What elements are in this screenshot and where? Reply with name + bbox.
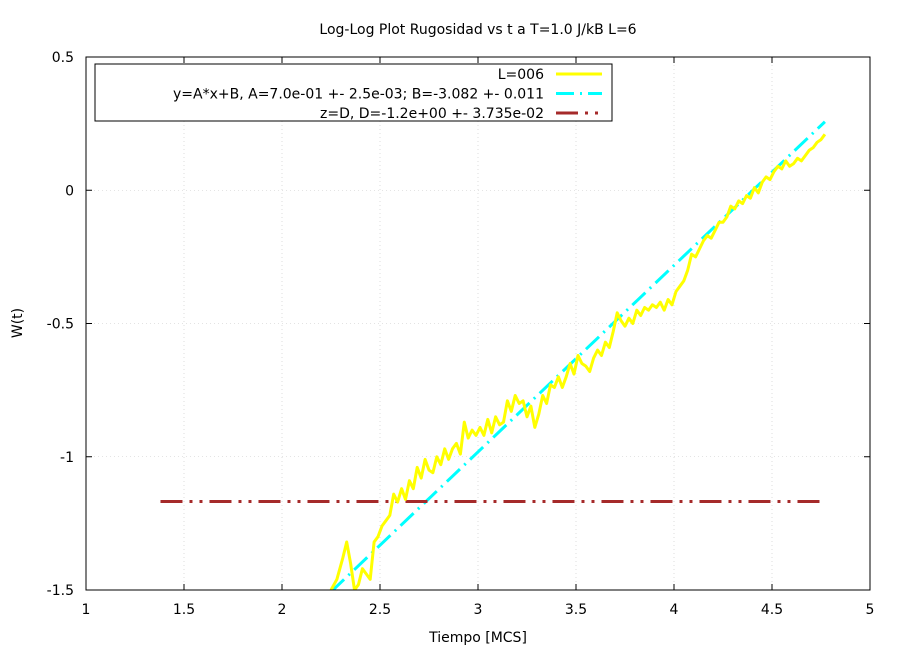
x-tick-label: 3.5	[565, 602, 587, 618]
legend-label: L=006	[498, 67, 544, 83]
ticks	[85, 56, 871, 591]
series-data-line	[329, 133, 827, 590]
legend-box	[94, 63, 613, 122]
grid	[86, 57, 870, 590]
x-tick-label: 2	[278, 602, 287, 618]
chart-title: Log-Log Plot Rugosidad vs t a T=1.0 J/kB…	[319, 22, 636, 38]
legend: L=006 y=A*x+B, A=7.0e-01 +- 2.5e-03; B=-3…	[94, 63, 613, 122]
tick-labels: 1 1.5 2 2.5 3 3.5 4 4.5 5 -1.5 -1 -0.5 0 0.5	[47, 50, 875, 618]
x-tick-label: 5	[866, 602, 875, 618]
x-tick-label: 3	[474, 602, 483, 618]
series-fit-line	[330, 120, 826, 590]
series-layer	[160, 120, 827, 590]
y-axis-label: W(t)	[10, 308, 26, 338]
plot-area	[160, 120, 827, 590]
x-axis-label: Tiempo [MCS]	[428, 630, 527, 646]
legend-label: y=A*x+B, A=7.0e-01 +- 2.5e-03; B=-3.082 …	[173, 87, 544, 103]
y-tick-label: -0.5	[47, 317, 74, 333]
x-tick-label: 1	[82, 602, 91, 618]
y-tick-label: -1.5	[47, 583, 74, 599]
x-tick-label: 4.5	[761, 602, 783, 618]
y-tick-label: 0.5	[52, 50, 74, 66]
legend-label: z=D, D=-1.2e+00 +- 3.735e-02	[320, 106, 544, 122]
x-tick-label: 1.5	[173, 602, 195, 618]
x-tick-label: 4	[670, 602, 679, 618]
y-tick-label: -1	[60, 450, 74, 466]
y-tick-label: 0	[65, 183, 74, 199]
x-tick-label: 2.5	[369, 602, 391, 618]
